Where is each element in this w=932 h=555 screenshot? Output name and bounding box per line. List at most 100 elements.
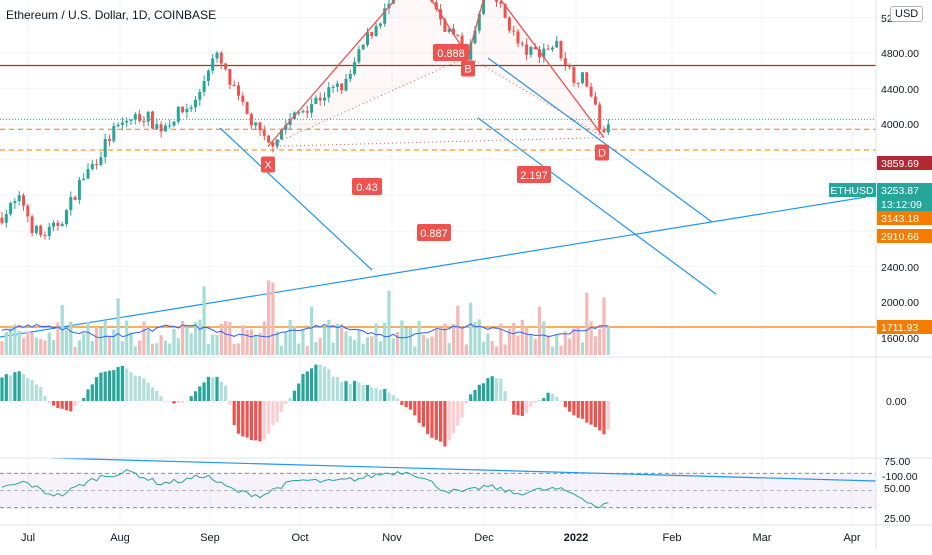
candle-body-139 bbox=[598, 104, 602, 130]
macd-bar-83 bbox=[357, 382, 361, 401]
candle-body-78 bbox=[335, 83, 339, 87]
candle-body-128 bbox=[550, 47, 554, 50]
volume-bar-89 bbox=[383, 322, 387, 355]
volume-bar-48 bbox=[206, 344, 210, 355]
candle-body-55 bbox=[237, 85, 240, 96]
currency-button[interactable]: USD bbox=[890, 6, 924, 22]
volume-bar-69 bbox=[297, 343, 301, 355]
candle-body-77 bbox=[331, 86, 335, 88]
rsi-pane bbox=[0, 457, 877, 509]
volume-bar-121 bbox=[520, 319, 524, 355]
macd-bar-105 bbox=[451, 401, 456, 434]
candle-body-25 bbox=[108, 138, 111, 141]
candle-body-17 bbox=[73, 197, 77, 200]
macd-bar-30 bbox=[129, 372, 133, 401]
candle-body-37 bbox=[159, 124, 163, 132]
candle-body-110 bbox=[473, 30, 477, 44]
candle-body-133 bbox=[572, 67, 576, 83]
horizontal-levels bbox=[0, 64, 876, 328]
candle-body-71 bbox=[305, 111, 309, 113]
bcd-fill bbox=[468, 0, 604, 138]
macd-bar-59 bbox=[254, 401, 258, 441]
candle-body-116 bbox=[499, 1, 503, 4]
ratio-label-0: 0.888 bbox=[437, 48, 465, 60]
price-label-box-5 bbox=[877, 320, 932, 334]
macd-bar-121 bbox=[520, 401, 524, 416]
macd-bar-115 bbox=[494, 378, 499, 401]
volume-bar-18 bbox=[77, 340, 81, 355]
volume-bar-107 bbox=[460, 327, 464, 355]
volume-bar-133 bbox=[572, 328, 576, 355]
macd-bar-67 bbox=[288, 398, 292, 401]
ratio-box-3 bbox=[417, 224, 451, 241]
volume-bar-24 bbox=[103, 320, 107, 355]
candle-body-109 bbox=[469, 43, 473, 60]
point-label-D: D bbox=[598, 148, 606, 160]
volume-bar-101 bbox=[434, 329, 438, 355]
volume-bar-50 bbox=[215, 334, 219, 355]
macd-bar-12 bbox=[52, 401, 56, 406]
macd-bar-0 bbox=[0, 377, 4, 401]
candle-body-87 bbox=[374, 26, 378, 36]
macd-bar-128 bbox=[550, 393, 554, 401]
volume-bar-132 bbox=[568, 338, 572, 355]
macd-bar-5 bbox=[21, 374, 26, 401]
point-label-box-B bbox=[461, 60, 475, 77]
volume-bar-66 bbox=[284, 332, 288, 355]
macd-bar-94 bbox=[404, 401, 408, 408]
macd-bar-50 bbox=[215, 376, 219, 401]
candle-body-50 bbox=[215, 52, 219, 59]
time-tick-9: Apr bbox=[843, 532, 860, 544]
volume-bar-8 bbox=[34, 337, 38, 355]
volume-bar-106 bbox=[456, 305, 460, 355]
macd-bar-49 bbox=[211, 377, 215, 401]
symbol-tag: ETHUSD bbox=[830, 185, 874, 197]
macd-bar-133 bbox=[572, 401, 576, 416]
macd-bar-39 bbox=[168, 400, 172, 402]
macd-bar-73 bbox=[314, 364, 318, 401]
macd-tick-1: -100.00 bbox=[882, 471, 918, 483]
macd-bar-4 bbox=[17, 371, 21, 401]
candle-body-12 bbox=[52, 222, 56, 227]
macd-bar-112 bbox=[482, 383, 486, 401]
candle-body-65 bbox=[280, 130, 283, 140]
volume-bar-20 bbox=[86, 321, 90, 355]
candle-body-44 bbox=[189, 107, 193, 109]
volume-bar-63 bbox=[271, 282, 275, 355]
macd-bar-20 bbox=[86, 389, 90, 401]
macd-bar-66 bbox=[284, 401, 288, 405]
trend-lines bbox=[0, 57, 867, 338]
candle-body-141 bbox=[606, 124, 610, 133]
volume-bar-36 bbox=[155, 343, 159, 355]
macd-bar-40 bbox=[172, 401, 176, 404]
macd-bar-77 bbox=[331, 376, 335, 401]
candle-body-129 bbox=[555, 41, 559, 48]
candle-body-80 bbox=[344, 78, 348, 91]
ratio-box-2 bbox=[517, 166, 551, 183]
volume-bar-110 bbox=[473, 322, 477, 355]
candle-body-19 bbox=[82, 178, 86, 180]
macd-bar-100 bbox=[430, 401, 434, 438]
volume-bar-120 bbox=[516, 335, 520, 355]
macd-bar-13 bbox=[56, 401, 60, 409]
volume-bar-55 bbox=[236, 343, 241, 355]
point-label-B: B bbox=[464, 64, 471, 76]
volume-bar-12 bbox=[52, 339, 56, 355]
leg-AB bbox=[430, 0, 469, 57]
macd-tick-0: 0.00 bbox=[886, 396, 907, 408]
macd-bar-61 bbox=[262, 401, 266, 440]
macd-bar-89 bbox=[383, 389, 387, 401]
channel-line-sep bbox=[219, 127, 373, 271]
macd-bar-6 bbox=[26, 378, 30, 401]
candle-body-119 bbox=[512, 30, 516, 32]
candle-body-132 bbox=[568, 65, 572, 68]
candle-body-73 bbox=[314, 97, 318, 105]
macd-bar-126 bbox=[542, 398, 546, 401]
candle-body-14 bbox=[60, 224, 64, 226]
candle-body-5 bbox=[22, 195, 25, 206]
macd-bar-26 bbox=[112, 370, 116, 401]
volume-bar-58 bbox=[249, 329, 253, 355]
volume-bar-32 bbox=[138, 340, 142, 355]
macd-bar-46 bbox=[198, 386, 202, 401]
